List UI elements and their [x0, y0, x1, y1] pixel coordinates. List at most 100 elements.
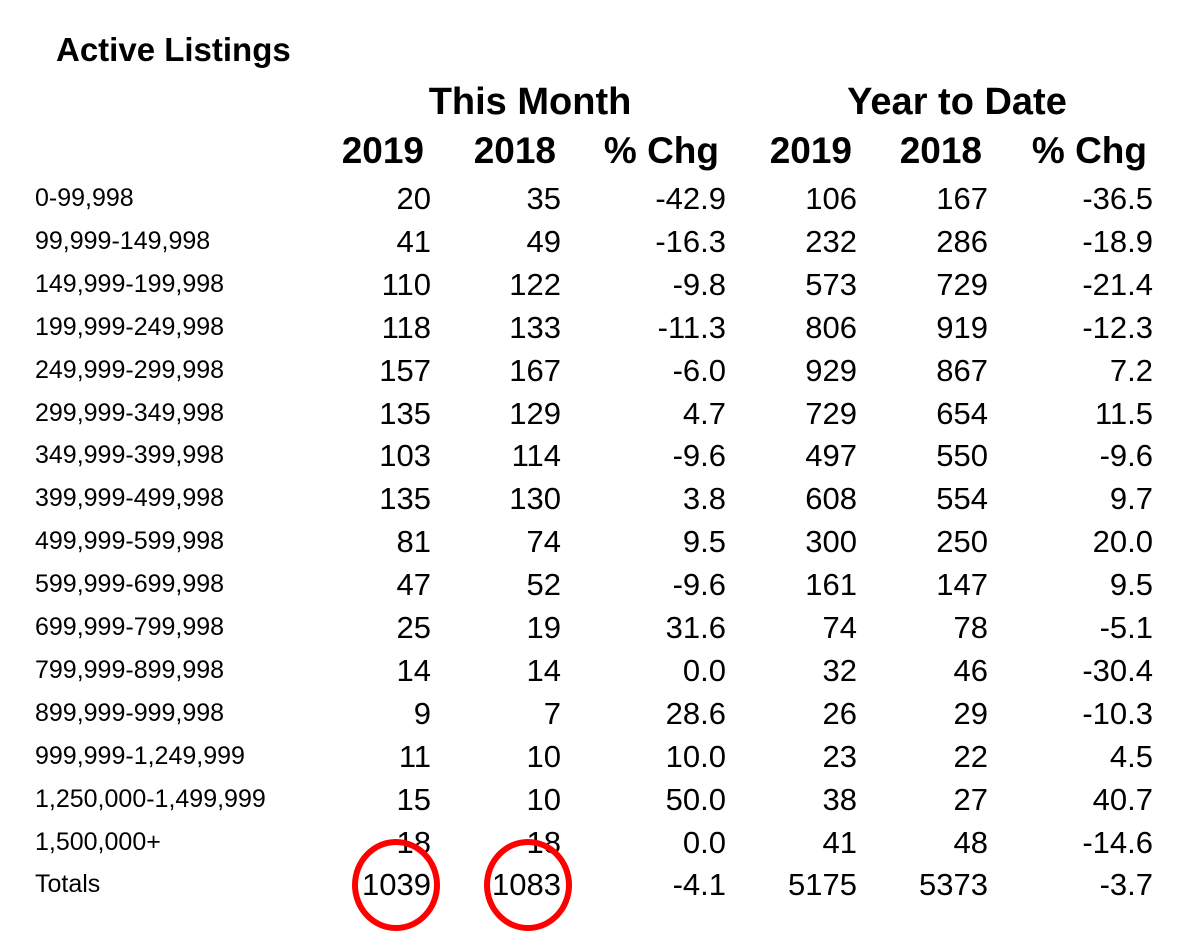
table-cell: 161: [805, 567, 857, 603]
row-label: 149,999-199,998: [35, 269, 225, 298]
column-header: % Chg: [603, 130, 719, 171]
table-cell: 103: [379, 438, 431, 474]
table-cell: -10.3: [1082, 695, 1153, 731]
table-cell: 9.5: [1109, 567, 1153, 603]
table-cell: 74: [822, 610, 857, 645]
row-label: 999,999-1,249,999: [35, 741, 245, 770]
table-cell: 10.0: [665, 738, 726, 774]
row-label: 199,999-249,998: [35, 312, 225, 341]
table-cell: 46: [953, 652, 988, 688]
table-cell: 300: [805, 524, 857, 560]
table-cell: 41: [822, 824, 857, 860]
table-cell: 10: [526, 738, 561, 774]
row-label: 399,999-499,998: [35, 484, 225, 513]
table-cell: 1039: [362, 867, 431, 903]
table-cell: 31.6: [665, 610, 726, 645]
table-cell: 122: [509, 266, 561, 302]
table-title: Active Listings: [56, 31, 291, 68]
table-cell: 74: [526, 524, 561, 560]
table-cell: 38: [822, 781, 857, 817]
row-label: 599,999-699,998: [35, 570, 225, 599]
row-label: 1,500,000+: [35, 827, 161, 856]
table-cell: 250: [936, 524, 988, 560]
column-header: % Chg: [1031, 130, 1147, 171]
row-label: 899,999-999,998: [35, 698, 225, 727]
table-cell: 167: [509, 352, 561, 388]
table-cell: 25: [396, 610, 431, 645]
table-cell: 232: [805, 223, 857, 259]
table-cell: 48: [953, 824, 988, 860]
row-label: 99,999-149,998: [35, 226, 211, 255]
table-cell: -9.6: [672, 438, 726, 474]
table-cell: 3.8: [682, 481, 726, 517]
table-cell: 550: [936, 438, 988, 474]
table-cell: 135: [379, 481, 431, 517]
table-cell: 129: [509, 395, 561, 431]
table-cell: 118: [381, 309, 431, 345]
table-cell: 14: [526, 652, 561, 688]
column-header: 2018: [899, 130, 982, 171]
table-cell: 20: [396, 181, 431, 216]
column-group-this-month: This Month: [428, 81, 632, 123]
table-cell: 167: [936, 181, 988, 216]
table-cell: 28.6: [665, 695, 726, 731]
table-cell: 9: [413, 695, 431, 731]
column-header: 2018: [473, 130, 556, 171]
table-cell: 81: [396, 524, 431, 560]
table-cell: 26: [822, 695, 857, 731]
table-cell: 78: [953, 610, 988, 645]
row-label: 499,999-599,998: [35, 527, 225, 556]
table-cell: 40.7: [1092, 781, 1153, 817]
table-cell: 9.5: [682, 524, 726, 560]
table-cell: -4.1: [672, 867, 726, 903]
table-cell: 7.2: [1109, 352, 1153, 388]
table-cell: 29: [953, 695, 988, 731]
table-cell: 497: [805, 438, 857, 474]
table-cell: 41: [396, 223, 431, 259]
table-cell: 0.0: [682, 824, 726, 860]
table-cell: -14.6: [1082, 824, 1153, 860]
table-cell: -21.4: [1082, 266, 1153, 302]
table-cell: 110: [381, 266, 431, 302]
row-label: 249,999-299,998: [35, 355, 225, 384]
table-cell: -9.6: [672, 567, 726, 603]
table-cell: -36.5: [1082, 181, 1153, 216]
table-cell: 608: [805, 481, 857, 517]
table-cell: -30.4: [1082, 652, 1153, 688]
table-cell: -12.3: [1082, 309, 1153, 345]
table-cell: -42.9: [655, 181, 726, 216]
table-cell: 4.5: [1109, 738, 1153, 774]
table-cell: 806: [805, 309, 857, 345]
table-cell: 573: [805, 266, 857, 302]
table-cell: 11: [398, 738, 431, 774]
table-cell: 286: [936, 223, 988, 259]
row-label: 1,250,000-1,499,999: [35, 784, 266, 813]
table-cell: 147: [936, 567, 988, 603]
totals-label: Totals: [35, 870, 101, 899]
table-cell: 52: [526, 567, 561, 603]
table-cell: 50.0: [665, 781, 726, 817]
table-cell: 5373: [919, 867, 988, 903]
table-cell: -9.8: [672, 266, 726, 302]
table-cell: 729: [805, 395, 857, 431]
table-cell: 32: [822, 652, 857, 688]
table-cell: 1083: [492, 867, 561, 903]
row-label: 299,999-349,998: [35, 398, 225, 427]
table-cell: 114: [511, 438, 561, 474]
table-cell: 7: [543, 695, 561, 731]
table-cell: -5.1: [1099, 610, 1153, 645]
table-cell: 18: [396, 824, 431, 860]
table-cell: 729: [936, 266, 988, 302]
table-cell: -3.7: [1099, 867, 1153, 903]
table-cell: 157: [379, 352, 431, 388]
table-cell: 0.0: [682, 652, 726, 688]
table-cell: -16.3: [655, 223, 726, 259]
table-cell: 929: [805, 352, 857, 388]
table-cell: 5175: [788, 867, 857, 903]
table-cell: 554: [936, 481, 988, 517]
table-cell: 14: [396, 652, 431, 688]
column-group-year-to-date: Year to Date: [847, 81, 1067, 123]
column-header: 2019: [769, 130, 852, 171]
table-cell: -11.3: [657, 309, 726, 345]
